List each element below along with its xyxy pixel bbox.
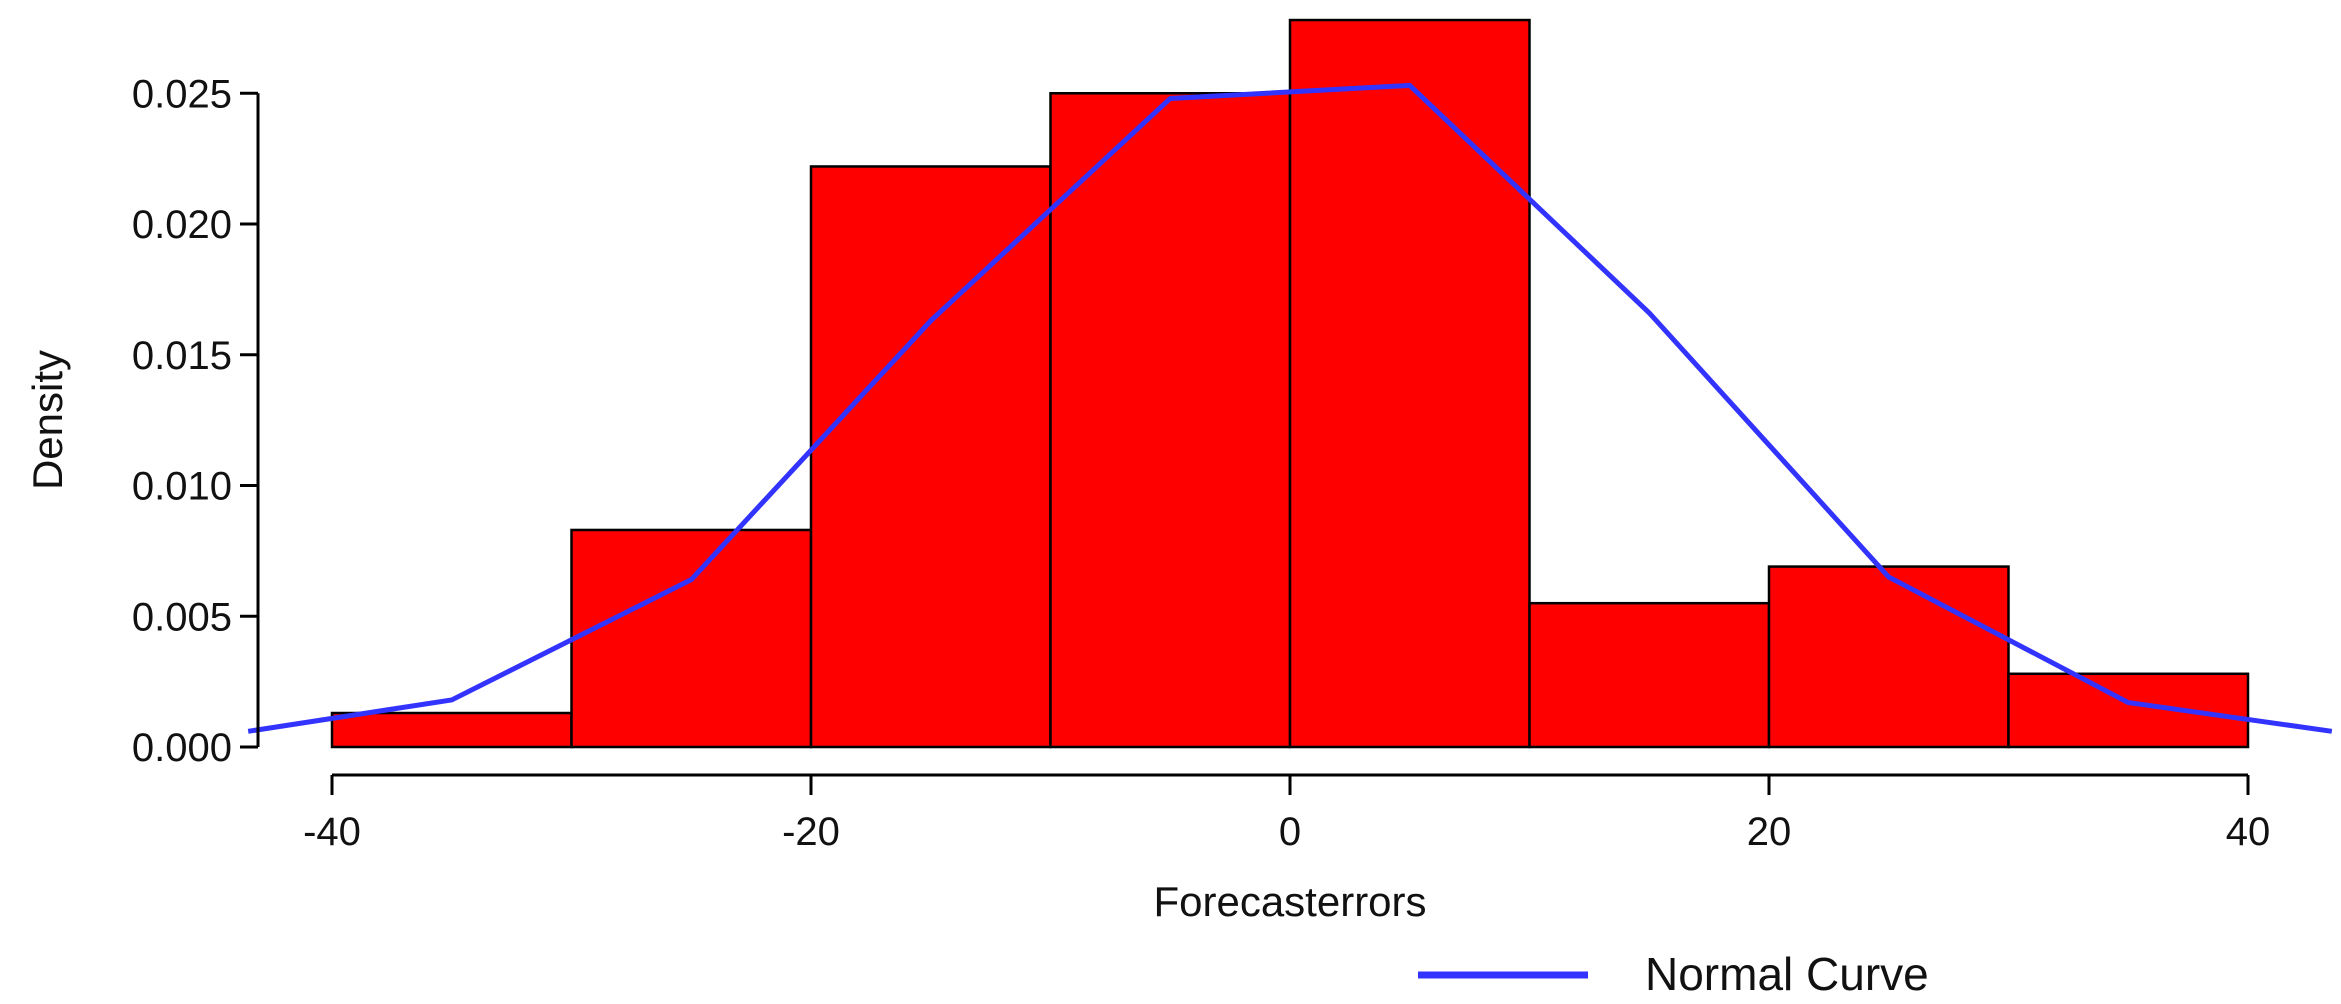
histogram-bar-3 [1049, 92, 1292, 749]
histogram-bar-7 [2007, 672, 2250, 749]
y-tick-label: 0.010 [132, 465, 232, 509]
histogram-bar-5 [1528, 601, 1771, 749]
x-tick-label: -40 [303, 810, 361, 854]
histogram-bar-2 [809, 165, 1052, 749]
x-axis-title: Forecasterrors [1153, 878, 1426, 925]
y-tick-label: 0.020 [132, 203, 232, 247]
y-tick-label: 0.015 [132, 334, 232, 378]
y-axis-title: Density [24, 350, 71, 490]
normal-curve-layer [247, 82, 2333, 734]
legend-label-normal-curve: Normal Curve [1645, 948, 1929, 1000]
legend: Normal Curve [1418, 948, 1929, 1000]
histogram-bars [330, 18, 2250, 749]
x-tick-label: 0 [1279, 810, 1301, 854]
y-tick-label: 0.025 [132, 72, 232, 116]
normal-curve-line [247, 82, 2333, 734]
histogram-bar-0 [330, 711, 573, 749]
histogram-bar-4 [1288, 18, 1531, 749]
y-axis: 0.000 0.005 0.010 0.015 0.020 0.025 [132, 72, 260, 770]
x-tick-label: -20 [782, 810, 840, 854]
y-tick-label: 0.005 [132, 595, 232, 639]
x-axis: -40 -20 0 20 40 [303, 773, 2271, 854]
y-tick-label: 0.000 [132, 726, 232, 770]
x-tick-label: 40 [2226, 810, 2271, 854]
histogram-bar-6 [1767, 565, 2010, 749]
histogram-bar-1 [570, 528, 813, 749]
x-tick-label: 20 [1747, 810, 1792, 854]
